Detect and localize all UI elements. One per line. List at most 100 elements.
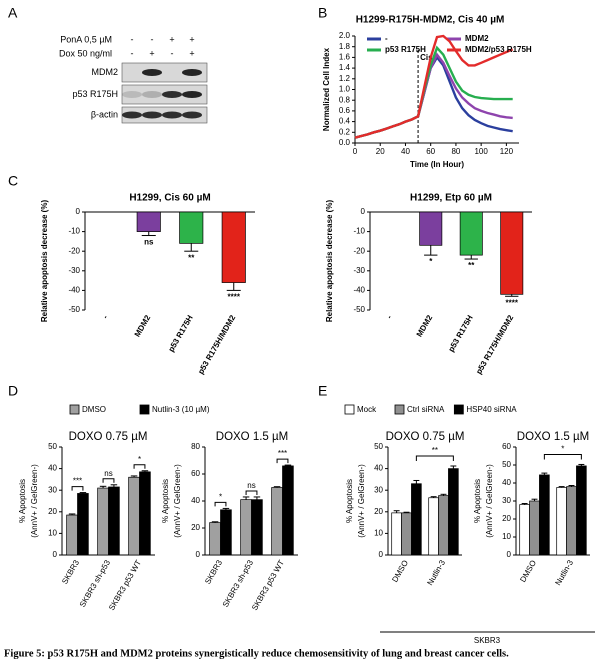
- legend-label: MDM2/p53 R175H: [465, 45, 532, 54]
- blot-membrane: [121, 62, 208, 83]
- blot-band: [162, 111, 182, 119]
- significance-bracket: [276, 458, 289, 464]
- y-tick-label: 0: [53, 550, 58, 559]
- legend-swatch: [394, 404, 405, 415]
- y-tick-label: 50: [502, 460, 511, 469]
- significance: ns: [104, 469, 112, 478]
- significance: ns: [247, 481, 255, 490]
- y-tick-label: -30: [68, 266, 80, 275]
- bar: [428, 497, 439, 556]
- y-tick-label: 0: [507, 550, 512, 559]
- significance: ***: [73, 477, 82, 486]
- treatment-sign: +: [189, 34, 194, 44]
- chart-title: H1299-R175H-MDM2, Cis 40 µM: [356, 15, 505, 26]
- significance: ****: [506, 298, 519, 307]
- y-tick-label: -40: [68, 286, 80, 295]
- bar: [556, 487, 567, 556]
- y-tick-label: 1.4: [339, 63, 351, 72]
- y-axis-label: % Apoptosis: [161, 479, 170, 523]
- treatment-label: Dox 50 ng/ml: [59, 48, 112, 58]
- bar: [419, 211, 443, 246]
- x-tick-label: SKBR3 sh-p53: [221, 558, 256, 609]
- x-tick-label: p53 R175H/MDM2: [474, 313, 515, 376]
- bar: [77, 493, 89, 556]
- bar: [108, 486, 120, 556]
- y-tick-label: 30: [48, 485, 57, 494]
- chart-title: DOXO 0.75 µM: [386, 431, 465, 443]
- panel-letter: B: [318, 5, 327, 21]
- legend-label: MDM2: [465, 34, 489, 43]
- y-tick-label: 20: [191, 523, 200, 532]
- x-tick-label: MDM2: [415, 313, 435, 338]
- blot-band: [182, 111, 202, 119]
- legend-label: DMSO: [82, 405, 106, 414]
- y-axis-label: % Apoptosis: [18, 479, 27, 523]
- bar: [251, 499, 263, 556]
- legend-label: Nutlin-3 (10 µM): [152, 405, 210, 414]
- y-tick-label: 0: [361, 207, 366, 216]
- y-tick-label: 20: [502, 514, 511, 523]
- treatment-label: PonA 0,5 µM: [60, 34, 112, 44]
- significance: *: [429, 257, 433, 266]
- x-tick-label: p53 R175H/MDM2: [196, 313, 237, 376]
- blot-band: [122, 91, 142, 98]
- y-tick-label: 0.2: [339, 127, 351, 136]
- y-tick-label: -50: [68, 305, 80, 314]
- y-tick-label: 40: [502, 478, 511, 487]
- treatment-sign: -: [131, 34, 134, 44]
- bar: [97, 487, 109, 556]
- y-tick-label: 0.4: [339, 117, 351, 126]
- y-tick-label: 80: [191, 442, 200, 451]
- y-tick-label: 30: [502, 496, 511, 505]
- y-tick-label: 60: [502, 442, 511, 451]
- x-tick-label: 20: [376, 147, 385, 156]
- x-tick-label: SKBR3: [203, 558, 224, 586]
- bar: [66, 514, 78, 556]
- protein-label: p53 R175H: [72, 89, 118, 99]
- x-tick-label: Nutlin-3: [425, 558, 447, 587]
- panel-letter: D: [8, 383, 18, 399]
- x-tick-label: p53 R175H: [447, 313, 475, 353]
- bar: [401, 512, 412, 556]
- legend-label: Ctrl siRNA: [407, 405, 445, 414]
- y-tick-label: 0: [379, 550, 384, 559]
- significance: ns: [144, 238, 154, 247]
- legend-swatch: [344, 404, 355, 415]
- treatment-sign: -: [171, 48, 174, 58]
- x-tick-label: -: [385, 313, 394, 320]
- x-tick-label: -: [101, 313, 110, 320]
- bar: [529, 500, 540, 556]
- y-axis-label: Normalized Cell Index: [322, 47, 331, 131]
- x-tick-label: 100: [474, 147, 488, 156]
- chart-title: DOXO 1.5 µM: [216, 431, 288, 443]
- y-axis-label: (AnnV+ / GelGreen-): [30, 464, 39, 538]
- y-axis-label: (AnnV+ / GelGreen-): [485, 464, 494, 538]
- bar: [391, 512, 402, 556]
- significance-bracket: [543, 453, 582, 460]
- y-tick-label: 20: [374, 507, 383, 516]
- blot-band: [182, 69, 202, 76]
- y-tick-label: 0: [76, 207, 81, 216]
- y-tick-label: 30: [374, 485, 383, 494]
- y-tick-label: 1.2: [339, 74, 351, 83]
- treatment-sign: +: [189, 48, 194, 58]
- y-tick-label: 60: [191, 469, 200, 478]
- bar: [136, 211, 161, 232]
- legend-swatch: [139, 404, 150, 415]
- x-tick-label: MDM2: [133, 313, 153, 338]
- x-tick-label: SKBR3 p53 WT: [107, 558, 143, 611]
- significance: *: [138, 455, 141, 464]
- bar: [139, 471, 151, 556]
- bar: [411, 483, 422, 556]
- y-tick-label: 40: [374, 464, 383, 473]
- bar: [220, 509, 232, 556]
- x-tick-label: 120: [500, 147, 514, 156]
- bar: [271, 487, 283, 556]
- y-axis-label: % Apoptosis: [473, 479, 482, 523]
- blot-band: [162, 91, 182, 98]
- significance-bracket: [245, 490, 258, 495]
- bar: [179, 211, 204, 244]
- panel-letter: A: [8, 5, 18, 21]
- group-label: SKBR3: [474, 636, 501, 645]
